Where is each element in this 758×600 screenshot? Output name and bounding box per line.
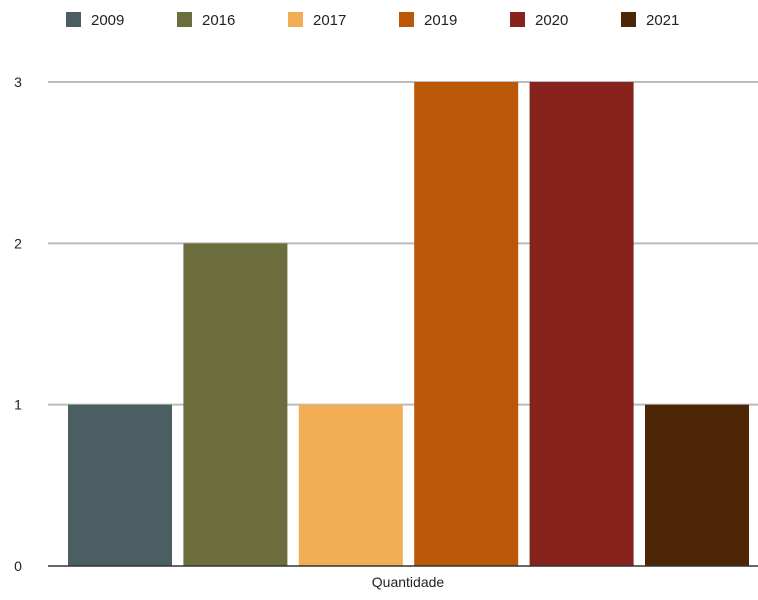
legend-swatch xyxy=(177,12,192,27)
bar-2021[interactable] xyxy=(645,404,749,566)
legend-item-2016[interactable]: 2016 xyxy=(177,12,235,29)
legend-label: 2021 xyxy=(646,12,679,29)
legend-item-2009[interactable]: 2009 xyxy=(66,12,124,29)
legend-label: 2019 xyxy=(424,12,457,29)
y-tick-label: 0 xyxy=(14,558,22,574)
bar-2019[interactable] xyxy=(414,82,519,566)
y-tick-label: 1 xyxy=(14,397,22,413)
gridlines xyxy=(48,81,758,406)
legend-swatch xyxy=(399,12,414,27)
legend: 2009 2016 2017 2019 2020 2021 xyxy=(66,12,679,29)
legend-label: 2020 xyxy=(535,12,568,29)
legend-item-2021[interactable]: 2021 xyxy=(621,12,679,29)
bar-2009[interactable] xyxy=(68,404,172,566)
bar-2016[interactable] xyxy=(183,243,288,567)
x-category-label: Quantidade xyxy=(372,574,445,590)
bars xyxy=(68,82,749,567)
legend-swatch xyxy=(621,12,636,27)
legend-swatch xyxy=(66,12,81,27)
bar-2020[interactable] xyxy=(529,82,634,566)
legend-label: 2016 xyxy=(202,12,235,29)
y-tick-label: 3 xyxy=(14,74,22,90)
bar-2017[interactable] xyxy=(298,404,403,566)
y-tick-label: 2 xyxy=(14,235,22,251)
legend-item-2019[interactable]: 2019 xyxy=(399,12,457,29)
legend-item-2017[interactable]: 2017 xyxy=(288,12,346,29)
legend-swatch xyxy=(288,12,303,27)
x-axis: Quantidade xyxy=(48,565,758,590)
legend-item-2020[interactable]: 2020 xyxy=(510,12,568,29)
legend-swatch xyxy=(510,12,525,27)
legend-label: 2009 xyxy=(91,12,124,29)
y-axis: 0 1 2 3 xyxy=(14,74,22,574)
legend-label: 2017 xyxy=(313,12,346,29)
